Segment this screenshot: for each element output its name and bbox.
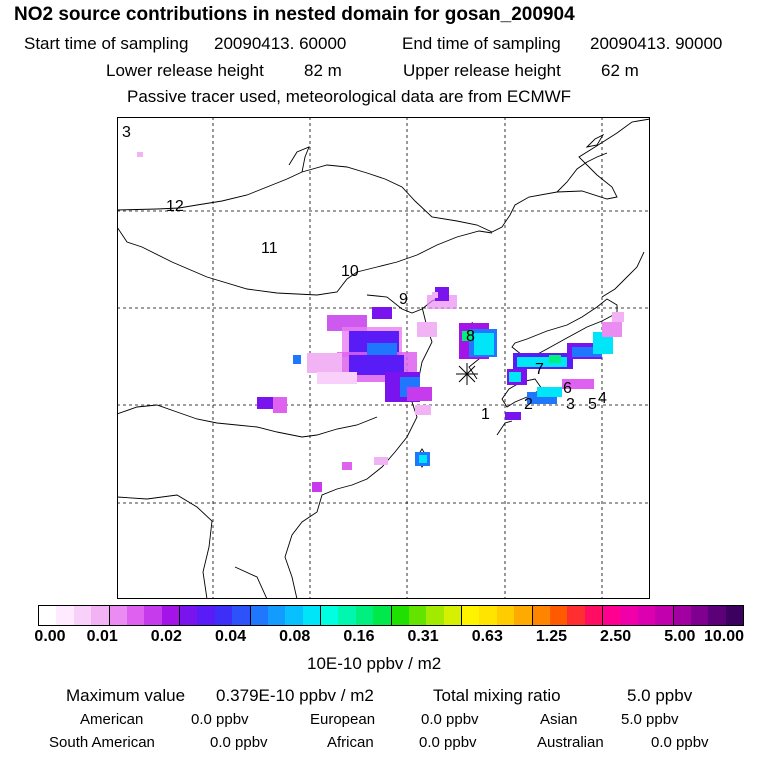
colorbar-swatch [532, 606, 550, 625]
region-label-3a: 3 [122, 124, 131, 141]
region-name-european: European [310, 711, 376, 728]
colorbar-swatch [56, 606, 74, 625]
colorbar-swatch [673, 606, 691, 625]
colorbar-swatch [355, 606, 374, 625]
coastlines [117, 118, 650, 599]
colorbar-swatch [567, 606, 585, 625]
colorbar-swatch [690, 606, 709, 625]
end-time-label: End time of sampling [402, 34, 561, 53]
colorbar-swatch [180, 606, 198, 625]
colorbar-swatch [462, 606, 480, 625]
max-value: 0.379E-10 ppbv / m2 [216, 686, 374, 705]
region-value-european: 0.0 ppbv [421, 711, 479, 728]
colorbar-tick-label: 0.01 [86, 628, 118, 645]
colorbar-tick-label: 2.50 [600, 628, 632, 645]
colorbar-tick-label: 0.00 [34, 628, 66, 645]
colorbar-swatch [232, 606, 251, 625]
colorbar-tick-label: 5.00 [664, 628, 696, 645]
region-label-9: 9 [399, 291, 408, 308]
start-time-value: 20090413. 60000 [214, 34, 347, 53]
region-label-7: 7 [535, 361, 544, 378]
concentration-field [137, 152, 624, 492]
colorbar-swatch [426, 606, 444, 625]
colorbar-swatch [267, 606, 286, 625]
max-value-label: Maximum value [66, 686, 186, 705]
map-title: NO2 source contributions in nested domai… [14, 4, 575, 25]
region-name-american: American [80, 711, 144, 728]
colorbar-tick-label: 10.00 [703, 628, 745, 645]
region-value-south-american: 0.0 ppbv [210, 734, 268, 751]
colorbar-swatch [725, 606, 743, 625]
region-label-1: 1 [481, 406, 490, 423]
colorbar-swatch [161, 606, 180, 625]
colorbar-swatch [91, 606, 110, 625]
colorbar-swatch [144, 606, 162, 625]
colorbar-swatch [109, 606, 127, 625]
region-label-4: 4 [598, 390, 607, 407]
colorbar-swatch [479, 606, 497, 625]
colorbar-swatch [637, 606, 656, 625]
upper-height-value: 62 m [601, 61, 639, 80]
colorbar-tick-label: 0.08 [279, 628, 311, 645]
colorbar-swatch [708, 606, 726, 625]
colorbar-swatch [373, 606, 392, 625]
colorbar-swatch [338, 606, 356, 625]
colorbar-tick-label: 0.31 [407, 628, 439, 645]
region-label-11: 11 [261, 240, 278, 257]
colorbar-tick-label: 1.25 [535, 628, 568, 645]
region-value-american: 0.0 ppbv [191, 711, 249, 728]
tracer-note: Passive tracer used, meteorological data… [127, 87, 572, 106]
receptor-marker [456, 363, 478, 385]
total-mixing-label: Total mixing ratio [433, 686, 561, 705]
region-name-asian: Asian [540, 711, 578, 728]
region-value-african: 0.0 ppbv [419, 734, 477, 751]
colorbar-swatch [73, 606, 92, 625]
colorbar-swatch [443, 606, 462, 625]
region-name-south-american: South American [49, 734, 155, 751]
start-time-label: Start time of sampling [24, 34, 189, 53]
colorbar [38, 605, 744, 626]
colorbar-tick-label: 0.16 [343, 628, 375, 645]
colorbar-swatch [514, 606, 533, 625]
colorbar-swatch [655, 606, 674, 625]
end-time-value: 20090413. 90000 [590, 34, 723, 53]
colorbar-swatch [39, 606, 57, 625]
colorbar-swatch [285, 606, 303, 625]
colorbar-tick-label: 0.02 [150, 628, 182, 645]
colorbar-tick-label: 0.04 [214, 628, 247, 645]
region-value-australian: 0.0 ppbv [651, 734, 709, 751]
colorbar-swatch [496, 606, 515, 625]
colorbar-swatch [620, 606, 638, 625]
colorbar-swatch [584, 606, 603, 625]
map-panel: 3 12 11 10 9 8 7 6 1 2 3 5 4 [117, 117, 650, 599]
region-label-12: 12 [166, 198, 184, 215]
colorbar-swatch [603, 606, 621, 625]
lower-height-label: Lower release height [106, 61, 264, 80]
colorbar-swatch [549, 606, 568, 625]
colorbar-swatch [391, 606, 409, 625]
region-label-5: 5 [588, 396, 597, 413]
region-name-australian: Australian [537, 734, 604, 751]
region-value-asian: 5.0 ppbv [621, 711, 679, 728]
region-label-2: 2 [524, 396, 533, 413]
region-name-african: African [327, 734, 374, 751]
colorbar-tick-label: 0.63 [471, 628, 503, 645]
colorbar-swatch [321, 606, 339, 625]
colorbar-swatch [408, 606, 427, 625]
region-label-8: 8 [466, 328, 475, 345]
lower-height-value: 82 m [304, 61, 342, 80]
region-label-6: 6 [563, 380, 572, 397]
colorbar-swatch [214, 606, 233, 625]
region-labels: 3 12 11 10 9 8 7 6 1 2 3 5 4 [122, 124, 607, 423]
colorbar-swatch [302, 606, 321, 625]
colorbar-swatch [126, 606, 145, 625]
colorbar-swatch [250, 606, 268, 625]
region-label-3b: 3 [566, 396, 575, 413]
colorbar-units: 10E-10 ppbv / m2 [307, 654, 442, 673]
total-mixing-value: 5.0 ppbv [627, 686, 693, 705]
region-label-10: 10 [341, 263, 359, 280]
colorbar-swatch [197, 606, 215, 625]
upper-height-label: Upper release height [403, 61, 561, 80]
